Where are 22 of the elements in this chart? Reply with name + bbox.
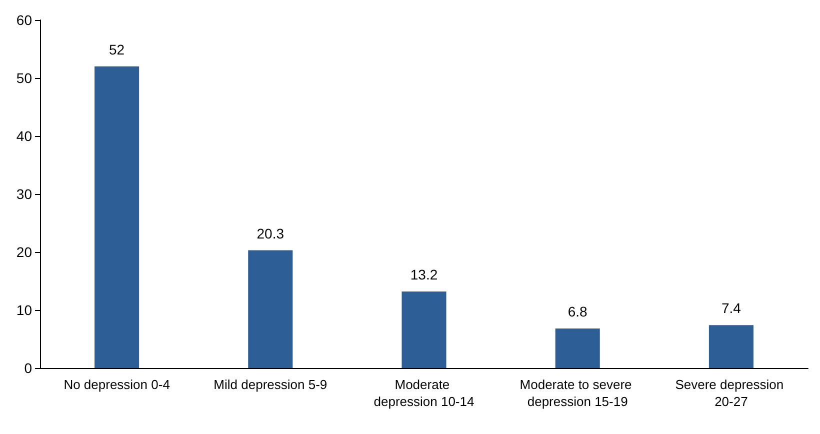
x-tick-label: Moderate depression 10-14 (374, 377, 474, 409)
bar (402, 291, 446, 368)
bar (94, 66, 140, 368)
y-tick-label: 40 (16, 128, 32, 144)
x-tick-label: Severe depression 20-27 (675, 377, 788, 409)
x-tick-label: Mild depression 5-9 (214, 377, 328, 392)
data-label: 13.2 (410, 266, 438, 282)
data-label: 20.3 (256, 225, 284, 242)
y-tick-label: 30 (16, 186, 32, 202)
y-tick-label: 10 (16, 302, 32, 318)
y-tick-label: 60 (16, 12, 32, 28)
bar (708, 325, 754, 368)
bar (248, 250, 293, 368)
data-label: 7.4 (721, 300, 742, 316)
y-tick-label: 50 (16, 70, 32, 86)
x-tick-label: Moderate to severe depression 15-19 (520, 377, 636, 409)
x-tick-label: No depression 0-4 (64, 377, 170, 392)
y-tick-label: 20 (16, 244, 32, 260)
data-label: 6.8 (568, 304, 588, 320)
bar (555, 328, 600, 368)
y-tick-label: 0 (24, 360, 32, 376)
data-label: 52 (109, 41, 125, 58)
